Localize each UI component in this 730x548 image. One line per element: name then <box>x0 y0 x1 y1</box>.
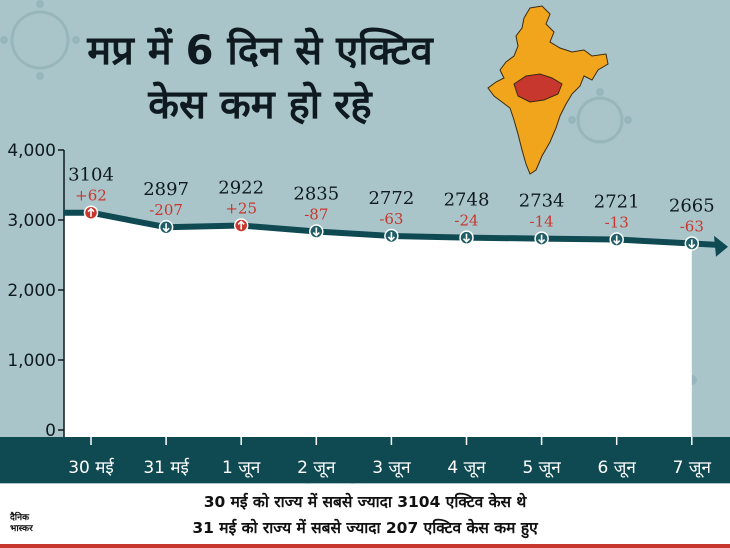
data-labels: 3104+62 2897-2072922+252835-872772-632748… <box>68 165 715 236</box>
x-tick-label: 31 मई <box>143 457 190 478</box>
plot-area <box>64 212 692 437</box>
change-label: -13 <box>605 214 629 232</box>
value-label: 2665 <box>669 195 715 216</box>
dainik-bhaskar-logo: दैनिक भास्कर <box>6 502 52 542</box>
footer: दैनिक भास्कर 30 मई को राज्य में सबसे ज्य… <box>0 484 730 548</box>
x-tick-label: 1 जून <box>222 458 261 478</box>
value-label: 2721 <box>594 192 640 213</box>
y-axis-ticks: 4,000 3,000 2,000 1,000 0 <box>7 141 64 441</box>
data-point <box>684 236 700 251</box>
value-label: 2922 <box>218 177 264 198</box>
data-point <box>309 224 324 239</box>
change-label: +62 <box>75 187 107 205</box>
y-tick-label: 0 <box>45 421 56 441</box>
y-tick-label: 4,000 <box>7 141 56 161</box>
y-tick-label: 1,000 <box>7 351 56 371</box>
data-point <box>384 228 399 244</box>
x-tick-label: 6 जून <box>598 458 637 478</box>
footnote-1: 30 मई को राज्य में सबसे ज्यादा 3104 एक्ट… <box>203 493 527 511</box>
value-label: 2772 <box>368 188 414 209</box>
data-point <box>534 231 549 246</box>
x-tick-label: 2 जून <box>297 458 336 478</box>
india-map-icon <box>487 5 609 175</box>
value-label: 2734 <box>519 191 565 212</box>
footnote-2: 31 मई को राज्य में सबसे ज्यादा 207 एक्टि… <box>192 519 538 537</box>
change-label: -63 <box>379 210 403 228</box>
change-label: -207 <box>149 201 183 219</box>
x-tick-label: 30 मई <box>68 457 115 478</box>
title-line-1: मप्र में 6 दिन से एक्टिव <box>87 28 433 74</box>
logo-line-1: दैनिक <box>10 513 30 523</box>
x-tick-label: 4 जून <box>447 458 486 478</box>
logo-line-2: भास्कर <box>10 524 33 534</box>
value-label: 2835 <box>293 184 339 205</box>
x-tick-label: 3 जून <box>372 458 411 478</box>
value-label: 3104 <box>68 165 114 186</box>
data-point <box>83 205 99 220</box>
x-axis-band <box>0 437 730 483</box>
change-label: -87 <box>304 206 328 224</box>
title-line-2: केस कम हो रहे <box>148 82 372 128</box>
data-point <box>233 218 249 233</box>
x-tick-label: 7 जून <box>673 458 712 478</box>
data-points <box>83 205 700 251</box>
trend-arrowhead <box>714 235 728 257</box>
x-tick-label: 5 जून <box>522 458 561 478</box>
change-label: -14 <box>530 213 554 231</box>
change-label: +25 <box>225 199 257 217</box>
value-label: 2897 <box>143 179 189 200</box>
change-label: -63 <box>680 217 704 235</box>
bottom-rule <box>0 544 730 548</box>
y-tick-label: 3,000 <box>7 211 56 231</box>
data-point <box>158 219 174 235</box>
value-label: 2748 <box>444 190 490 211</box>
data-point <box>609 232 624 247</box>
chart-title: मप्र में 6 दिन से एक्टिव केस कम हो रहे <box>0 24 520 132</box>
x-axis-ticks: 30 मई 31 मई 1 जून 2 जून 3 जून 4 जून 5 जून 6 जून… <box>68 437 711 478</box>
change-label: -24 <box>454 212 478 230</box>
y-tick-label: 2,000 <box>7 281 56 301</box>
data-point <box>459 230 474 245</box>
